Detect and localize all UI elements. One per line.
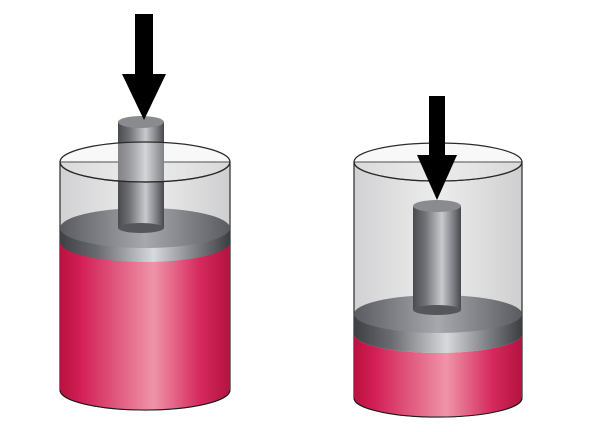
left-force-arrow-icon	[122, 14, 166, 120]
right-cylinder	[353, 96, 523, 418]
left-liquid	[60, 240, 230, 410]
left-cylinder	[59, 14, 231, 411]
right-rod-top	[413, 200, 461, 212]
right-liquid	[354, 334, 522, 417]
right-rod-bottom	[413, 305, 461, 315]
left-piston-rod	[118, 122, 164, 228]
right-piston-rod	[413, 206, 461, 310]
left-rod-bottom	[118, 223, 164, 233]
left-rod-top	[118, 116, 164, 128]
right-force-arrow-icon	[417, 96, 457, 200]
